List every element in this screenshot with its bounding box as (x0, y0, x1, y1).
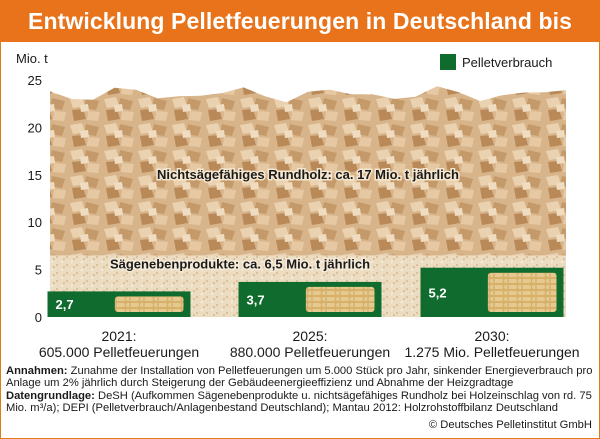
category-label: 1.275 Mio. Pelletfeuerungen (404, 344, 579, 360)
data-sources: Datengrundlage: DeSH (Aufkommen Sägenebe… (6, 390, 596, 415)
y-tick-label: 5 (35, 263, 42, 278)
pellet-stack (305, 286, 375, 312)
assumptions-text: Zunahme der Installation von Pelletfeuer… (6, 365, 593, 390)
legend-swatch (440, 54, 456, 70)
assumptions: Annahmen: Zunahme der Installation von P… (6, 365, 596, 390)
y-tick-label: 10 (28, 215, 42, 230)
category-label: 605.000 Pelletfeuerungen (39, 344, 199, 360)
pellet-stack (487, 272, 557, 312)
sources-text: DeSH (Aufkommen Sägenebenprodukte u. nic… (6, 389, 592, 415)
category-year: 2021: (101, 328, 136, 344)
page-title: Entwicklung Pelletfeuerungen in Deutschl… (0, 0, 600, 76)
y-tick-label: 0 (35, 310, 42, 325)
category-label: 880.000 Pelletfeuerungen (230, 344, 390, 360)
roundwood-label: Nichtsägefähiges Rundholz: ca. 17 Mio. t… (157, 167, 459, 182)
bar-value-label: 2,7 (56, 297, 74, 312)
pellet-stack (114, 296, 184, 312)
y-axis-label: Mio. t (16, 51, 48, 66)
y-tick-label: 20 (28, 120, 42, 135)
bar-value-label: 3,7 (247, 292, 265, 307)
chart-svg: Mio. t 0 5 10 15 20 25 Nichtsägefähiges Rundho… (16, 51, 580, 360)
chart: Mio. t 0 5 10 15 20 25 Nichtsägefähiges Rundho… (0, 44, 600, 362)
copyright: © Deutsches Pelletinstitut GmbH (428, 419, 592, 431)
category-year: 2030: (474, 328, 509, 344)
bar-value-label: 5,2 (429, 285, 447, 300)
y-tick-label: 25 (28, 73, 42, 88)
notes: Annahmen: Zunahme der Installation von P… (6, 365, 596, 415)
sources-label: Datengrundlage: (6, 389, 95, 402)
category-year: 2025: (292, 328, 327, 344)
sawmill-byproducts-label: Sägenebenprodukte: ca. 6,5 Mio. t jährli… (110, 257, 370, 272)
assumptions-label: Annahmen: (6, 365, 68, 377)
y-tick-label: 15 (28, 168, 42, 183)
legend-label: Pelletverbrauch (462, 55, 552, 70)
